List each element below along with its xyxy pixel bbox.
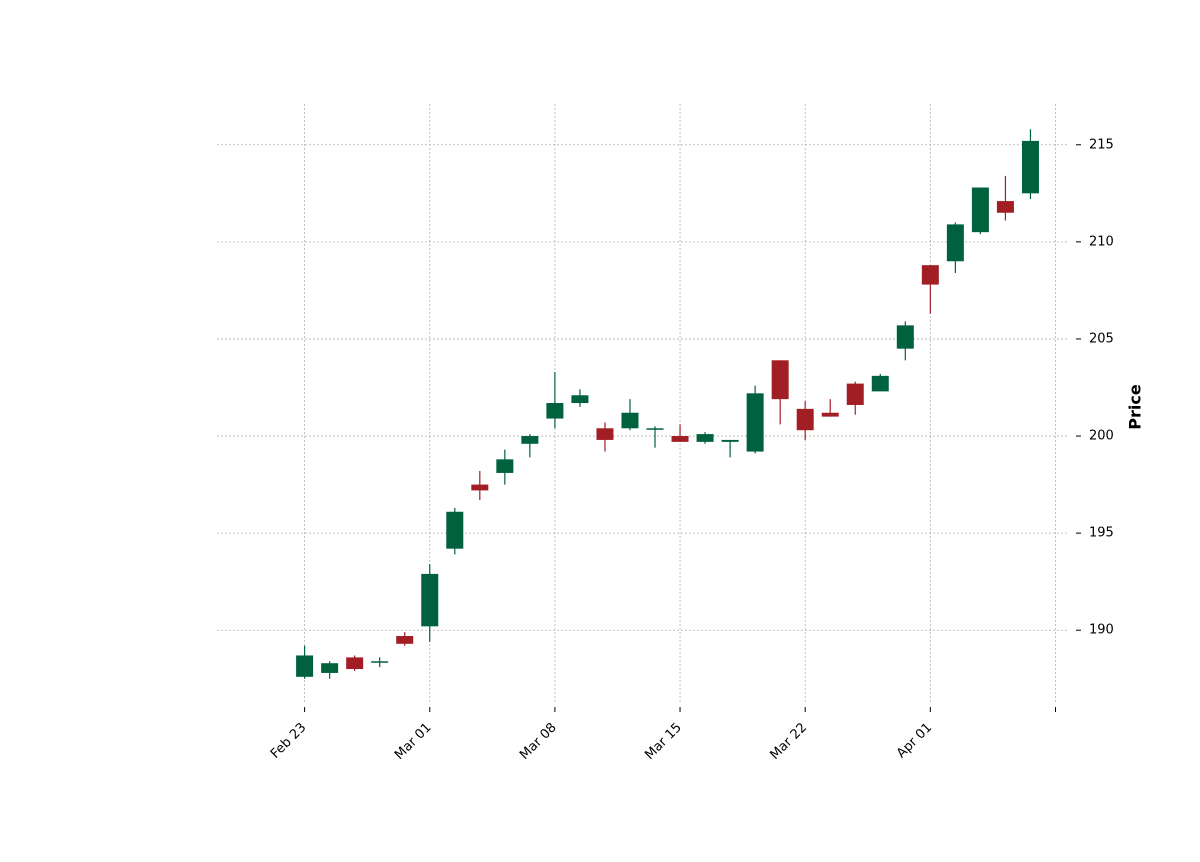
candle-up (746, 385, 764, 454)
candle-layer (296, 129, 1039, 679)
candle-up (321, 661, 339, 679)
x-tick-label: Mar 22 (767, 720, 810, 763)
candle-up (496, 449, 514, 485)
candle-body (846, 383, 864, 405)
y-tick-label: 215 (1089, 137, 1114, 152)
candle-body (421, 573, 439, 627)
candle-down (671, 424, 689, 442)
candle-body (296, 655, 314, 677)
candle-down (471, 470, 489, 501)
candle-body (871, 375, 889, 392)
candle-body (696, 434, 714, 442)
candle-body (921, 265, 939, 285)
grid-layer (217, 104, 1068, 704)
candle-body (746, 393, 764, 452)
candle-body (321, 663, 339, 673)
candle-down (846, 381, 864, 415)
candle-body (771, 360, 789, 400)
candle-body (596, 428, 614, 440)
candle-down (346, 655, 364, 671)
candle-body (946, 224, 964, 262)
candle-body (971, 187, 989, 233)
y-tick-label: 195 (1089, 526, 1114, 541)
candle-up (296, 645, 314, 679)
candle-down (821, 399, 839, 417)
y-axis-title: Price (1126, 384, 1145, 430)
candle-body (521, 436, 539, 444)
y-tick-label: 200 (1089, 429, 1114, 444)
candle-body (496, 459, 514, 473)
candle-body (446, 511, 464, 549)
candle-up (546, 371, 564, 429)
candle-up (521, 434, 539, 458)
candle-down (396, 632, 414, 646)
candle-body (371, 661, 389, 663)
candle-up (646, 426, 664, 448)
candle-up (946, 222, 964, 273)
candle-up (621, 399, 639, 431)
x-tick-label: Mar 15 (642, 720, 685, 763)
x-tick-label: Feb 23 (268, 720, 310, 762)
candle-up (371, 657, 389, 668)
candle-body (721, 439, 739, 442)
candle-down (796, 401, 814, 440)
candle-up (896, 321, 914, 361)
candle-body (346, 657, 364, 670)
candle-down (996, 175, 1014, 221)
x-tick-label: Mar 01 (392, 720, 435, 763)
candle-body (621, 412, 639, 429)
candle-body (471, 484, 489, 491)
candle-up (571, 389, 589, 407)
candle-body (796, 408, 814, 431)
candle-body (896, 325, 914, 349)
y-tick-label: 190 (1089, 623, 1114, 638)
candle-down (596, 422, 614, 452)
candle-up (871, 373, 889, 392)
x-tick-label: Mar 08 (517, 720, 560, 763)
candle-body (396, 636, 414, 644)
y-tick-label: 210 (1089, 234, 1114, 249)
candle-body (671, 436, 689, 442)
candle-down (921, 265, 939, 314)
x-tick-label: Apr 01 (894, 720, 935, 761)
candle-body (1021, 140, 1039, 194)
candle-body (646, 428, 664, 430)
candle-body (996, 201, 1014, 213)
candle-up (721, 439, 739, 458)
candle-up (1021, 129, 1039, 200)
candle-up (971, 187, 989, 235)
candle-body (821, 412, 839, 417)
candle-body (546, 403, 564, 419)
candle-up (696, 432, 714, 444)
candle-up (446, 507, 464, 555)
candle-up (421, 564, 439, 642)
y-tick-label: 205 (1089, 331, 1114, 346)
candle-body (571, 395, 589, 404)
candle-down (771, 360, 789, 425)
